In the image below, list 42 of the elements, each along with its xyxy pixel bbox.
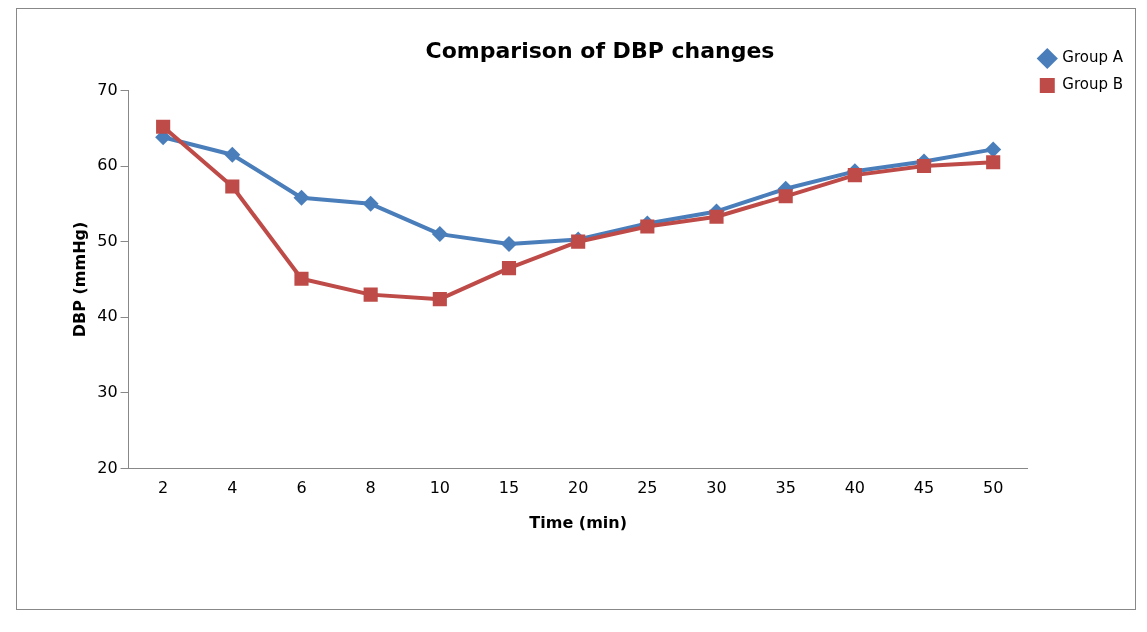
x-tick-label: 4 <box>227 478 238 498</box>
x-tick-label: 25 <box>637 478 658 498</box>
point <box>431 226 448 243</box>
point <box>224 146 241 163</box>
point <box>501 235 517 252</box>
point <box>156 119 171 134</box>
y-tick-label: 60 <box>97 155 118 175</box>
point <box>294 271 309 286</box>
x-tick-label: 8 <box>365 478 376 498</box>
x-tick-label: 20 <box>567 478 589 498</box>
y-axis-title: DBP (mmHg) <box>69 221 89 338</box>
point <box>225 179 240 194</box>
x-tick-label: 50 <box>983 478 1004 498</box>
y-tick-label: 20 <box>97 457 118 477</box>
x-tick-label: 30 <box>706 478 727 498</box>
point <box>293 189 310 206</box>
x-axis-title: Time (min) <box>529 512 627 532</box>
x-tick-label: 40 <box>844 478 866 498</box>
point <box>985 141 1002 158</box>
y-tick-label: 70 <box>97 79 118 99</box>
point <box>847 168 862 183</box>
legend-label: Group A <box>1062 48 1124 67</box>
point <box>501 261 517 276</box>
x-tick-label: 35 <box>775 478 796 498</box>
y-tick-label: 50 <box>97 230 118 250</box>
point <box>640 219 655 234</box>
x-tick-label: 6 <box>296 478 307 498</box>
point <box>362 195 379 212</box>
x-tick-label: 15 <box>498 478 520 498</box>
point <box>709 209 724 224</box>
point <box>363 287 378 302</box>
point <box>778 189 793 204</box>
y-tick-label: 40 <box>97 306 118 326</box>
point <box>916 158 932 174</box>
chart-title: Comparison of DBP changes <box>425 37 775 63</box>
y-tick-label: 30 <box>97 382 118 402</box>
x-tick-label: 2 <box>158 478 169 498</box>
legend-label: Group B <box>1062 75 1124 94</box>
point <box>432 292 447 307</box>
x-tick-label: 10 <box>429 478 451 498</box>
point <box>986 155 1001 170</box>
x-tick-label: 45 <box>913 478 935 498</box>
